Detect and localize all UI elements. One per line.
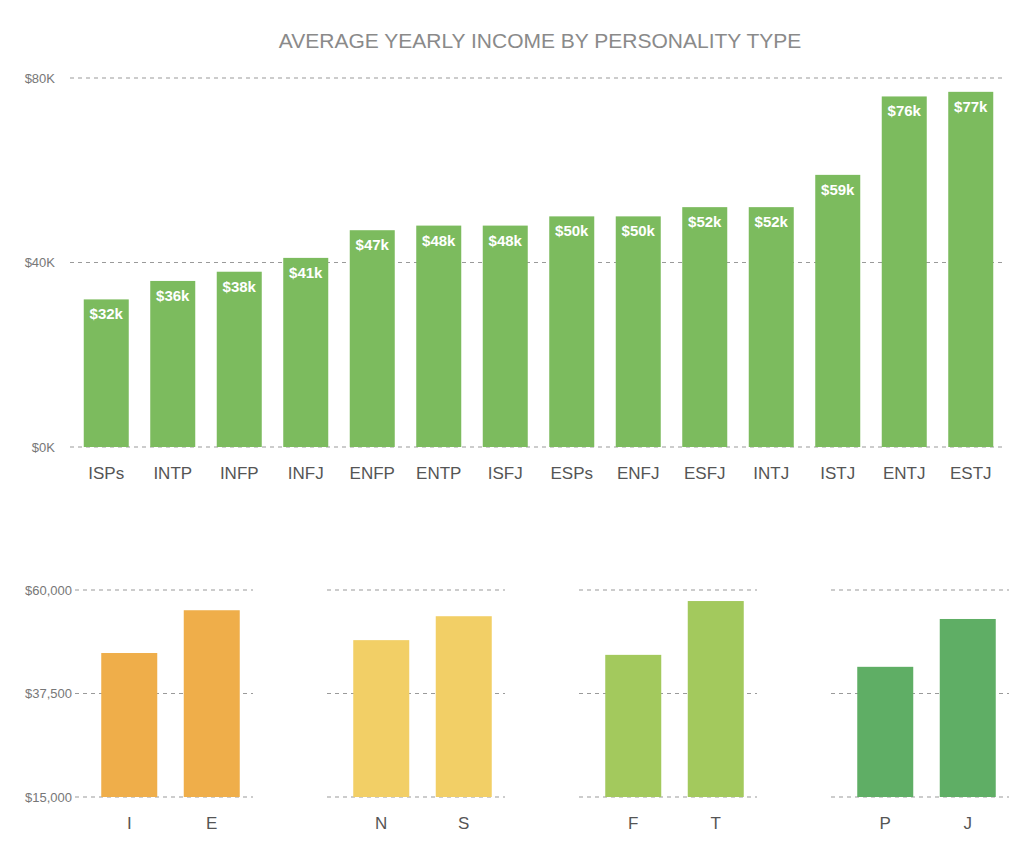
x-tick-label: ESTJ (950, 464, 992, 483)
x-tick-label: E (206, 814, 217, 833)
bar (605, 655, 661, 797)
bar (940, 619, 996, 797)
bar (350, 230, 395, 447)
grid-line (327, 589, 505, 590)
bar (682, 207, 727, 447)
x-tick-label: S (458, 814, 469, 833)
y-tick-label: $15,000 (25, 790, 72, 805)
data-label: $38k (223, 278, 257, 295)
data-label: $36k (156, 287, 190, 304)
x-tick-label: ESPs (550, 464, 593, 483)
bars (84, 92, 994, 447)
bar (549, 216, 594, 447)
bars (857, 619, 996, 797)
bar (353, 640, 409, 797)
y-tick-label: $80K (25, 71, 56, 86)
grid-line (70, 77, 1002, 78)
bar (184, 610, 240, 797)
chart-panel: PJ (831, 590, 1009, 833)
x-tick-label: INTJ (753, 464, 789, 483)
x-tick-label: J (964, 814, 973, 833)
bar (815, 175, 860, 447)
bar (616, 216, 661, 447)
grid-line (579, 589, 757, 590)
x-tick-label: P (880, 814, 891, 833)
bar (483, 226, 528, 447)
data-label: $47k (356, 236, 390, 253)
chart-title: AVERAGE YEARLY INCOME BY PERSONALITY TYP… (279, 29, 801, 52)
bar (101, 653, 157, 797)
x-tick-label: ESFJ (684, 464, 726, 483)
bars (353, 616, 492, 797)
data-label: $48k (422, 232, 456, 249)
y-tick-label: $37,500 (25, 686, 72, 701)
data-label: $41k (289, 264, 323, 281)
y-tick-label: $60,000 (25, 583, 72, 598)
data-label: $32k (90, 305, 124, 322)
bars (101, 610, 240, 797)
x-tick-label: INFP (220, 464, 259, 483)
chart-panel: FT (579, 590, 757, 833)
bars (605, 601, 744, 797)
x-tick-label: I (127, 814, 132, 833)
data-label: $50k (622, 222, 656, 239)
x-tick-label: F (628, 814, 638, 833)
grid-line (70, 262, 1002, 263)
bar (436, 616, 492, 797)
data-label: $50k (555, 222, 589, 239)
x-tick-label: ENTJ (883, 464, 926, 483)
bar (749, 207, 794, 447)
bar (948, 92, 993, 447)
bar (857, 667, 913, 797)
x-tick-label: ENFJ (617, 464, 660, 483)
bar (283, 258, 328, 447)
chart-panel: $15,000 $37,500 $60,000 I E (25, 583, 253, 834)
bar (688, 601, 744, 797)
data-label: $52k (688, 213, 722, 230)
data-label: $76k (888, 102, 922, 119)
x-tick-label: N (375, 814, 387, 833)
bar (416, 226, 461, 447)
x-tick-label: ISTJ (820, 464, 855, 483)
x-tick-label: ISFJ (488, 464, 523, 483)
bar (84, 299, 129, 447)
grid-line (70, 446, 1002, 447)
chart-root: AVERAGE YEARLY INCOME BY PERSONALITY TYP… (0, 0, 1024, 849)
chart-panel: AVERAGE YEARLY INCOME BY PERSONALITY TYP… (25, 29, 1002, 483)
x-tick-label: ENTP (416, 464, 461, 483)
data-label: $48k (489, 232, 523, 249)
data-label: $77k (954, 98, 988, 115)
chart-panel: NS (327, 590, 505, 833)
data-label: $52k (755, 213, 789, 230)
y-tick-label: $40K (25, 255, 56, 270)
bar (882, 96, 927, 447)
x-tick-label: ENFP (350, 464, 395, 483)
grid-line (831, 589, 1009, 590)
bar (150, 281, 195, 447)
grid-line (75, 589, 253, 590)
x-tick-label: ISPs (88, 464, 124, 483)
data-label: $59k (821, 181, 855, 198)
x-tick-label: INTP (153, 464, 192, 483)
bar (217, 272, 262, 447)
x-tick-label: T (711, 814, 721, 833)
y-tick-label: $0K (32, 440, 55, 455)
x-tick-label: INFJ (288, 464, 324, 483)
